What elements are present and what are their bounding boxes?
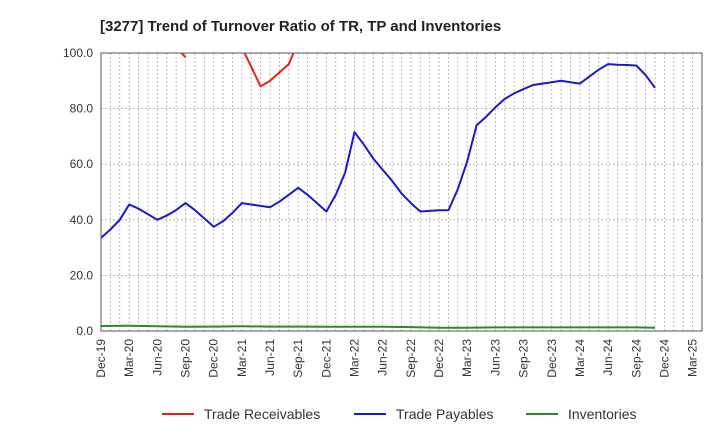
- x-tick-label: Sep-23: [517, 339, 531, 378]
- x-tick-label: Jun-20: [150, 339, 164, 376]
- plot-area: [101, 53, 656, 329]
- series-line-trade-receivables: [243, 53, 295, 88]
- legend: Trade Receivables Trade Payables Inventori…: [162, 406, 636, 422]
- x-tick-label: Sep-21: [291, 339, 305, 378]
- legend-label-inventories: Inventories: [568, 406, 636, 422]
- x-tick-label: Jun-22: [376, 339, 390, 376]
- y-tick-label: 20.0: [70, 268, 94, 282]
- x-tick-label: Dec-22: [432, 339, 446, 378]
- x-tick-label: Jun-23: [488, 339, 502, 376]
- grid-lines: [101, 53, 702, 331]
- x-tick-label: Mar-24: [573, 339, 587, 377]
- chart-title: [3277] Trend of Turnover Ratio of TR, TP…: [100, 18, 501, 35]
- plot-frame: [100, 52, 703, 332]
- x-tick-label: Dec-23: [545, 339, 559, 378]
- legend-label-trade-receivables: Trade Receivables: [204, 406, 320, 422]
- x-tick-label: Mar-20: [122, 339, 136, 377]
- x-tick-label: Jun-24: [601, 339, 615, 376]
- x-tick-label: Dec-24: [657, 339, 671, 378]
- x-tick-label: Dec-19: [94, 339, 108, 378]
- series-line-inventories: [101, 324, 656, 329]
- series-line-trade-payables: [101, 63, 656, 239]
- x-tick-label: Sep-20: [179, 339, 193, 378]
- y-tick-label: 80.0: [70, 102, 94, 116]
- axes: 0.0 20.0 40.0 60.0 80.0 100.0 Dec-19 Mar-20 Jun-…: [63, 46, 703, 378]
- x-tick-label: Sep-24: [629, 339, 643, 378]
- x-tick-label: Jun-21: [263, 339, 277, 376]
- series-line-trade-receivables: [180, 53, 187, 58]
- y-tick-label: 0.0: [76, 324, 93, 338]
- y-tick-label: 40.0: [70, 213, 94, 227]
- x-tick-label: Mar-22: [348, 339, 362, 377]
- x-tick-label: Dec-20: [207, 339, 221, 378]
- x-tick-label: Mar-21: [235, 339, 249, 377]
- x-tick-label: Mar-25: [686, 339, 700, 377]
- x-tick-label: Sep-22: [404, 339, 418, 378]
- legend-label-trade-payables: Trade Payables: [396, 406, 494, 422]
- y-tick-label: 60.0: [70, 157, 94, 171]
- x-tick-label: Mar-23: [460, 339, 474, 377]
- x-tick-label: Dec-21: [319, 339, 333, 378]
- y-tick-label: 100.0: [63, 46, 93, 60]
